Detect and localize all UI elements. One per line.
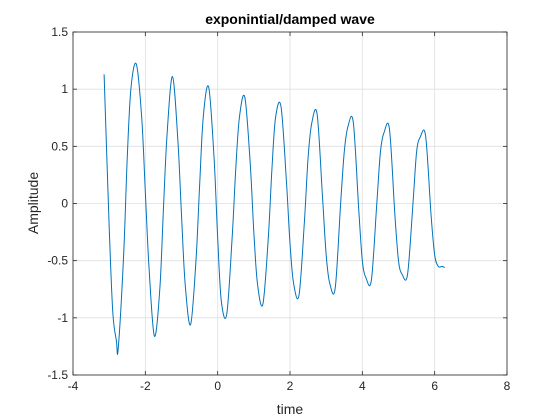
x-tick-label: 6	[431, 379, 438, 393]
x-tick-labels: -4 -2 0 2 4 6 8	[68, 379, 511, 393]
x-tick-label: 0	[214, 379, 221, 393]
x-tick-label: 8	[504, 379, 511, 393]
y-tick-label: -0.5	[47, 254, 68, 268]
y-axis-title: Amplitude	[25, 172, 41, 234]
x-tick-label: 4	[359, 379, 366, 393]
tick-marks	[72, 31, 508, 376]
y-tick-label: -1.5	[47, 368, 68, 382]
x-tick-label: -4	[68, 379, 79, 393]
y-tick-label: 1.5	[51, 25, 68, 39]
series-layer	[103, 62, 445, 355]
chart-title: exponintial/damped wave	[205, 11, 375, 27]
x-tick-label: -2	[140, 379, 151, 393]
y-tick-label: 0.5	[51, 139, 68, 153]
x-tick-label: 2	[287, 379, 294, 393]
y-tick-labels: -1.5 -1 -0.5 0 0.5 1 1.5	[47, 25, 68, 382]
y-tick-label: 0	[61, 197, 68, 211]
y-tick-label: 1	[61, 82, 68, 96]
series-line	[103, 62, 445, 355]
y-tick-label: -1	[57, 311, 68, 325]
x-axis-title: time	[277, 401, 304, 417]
